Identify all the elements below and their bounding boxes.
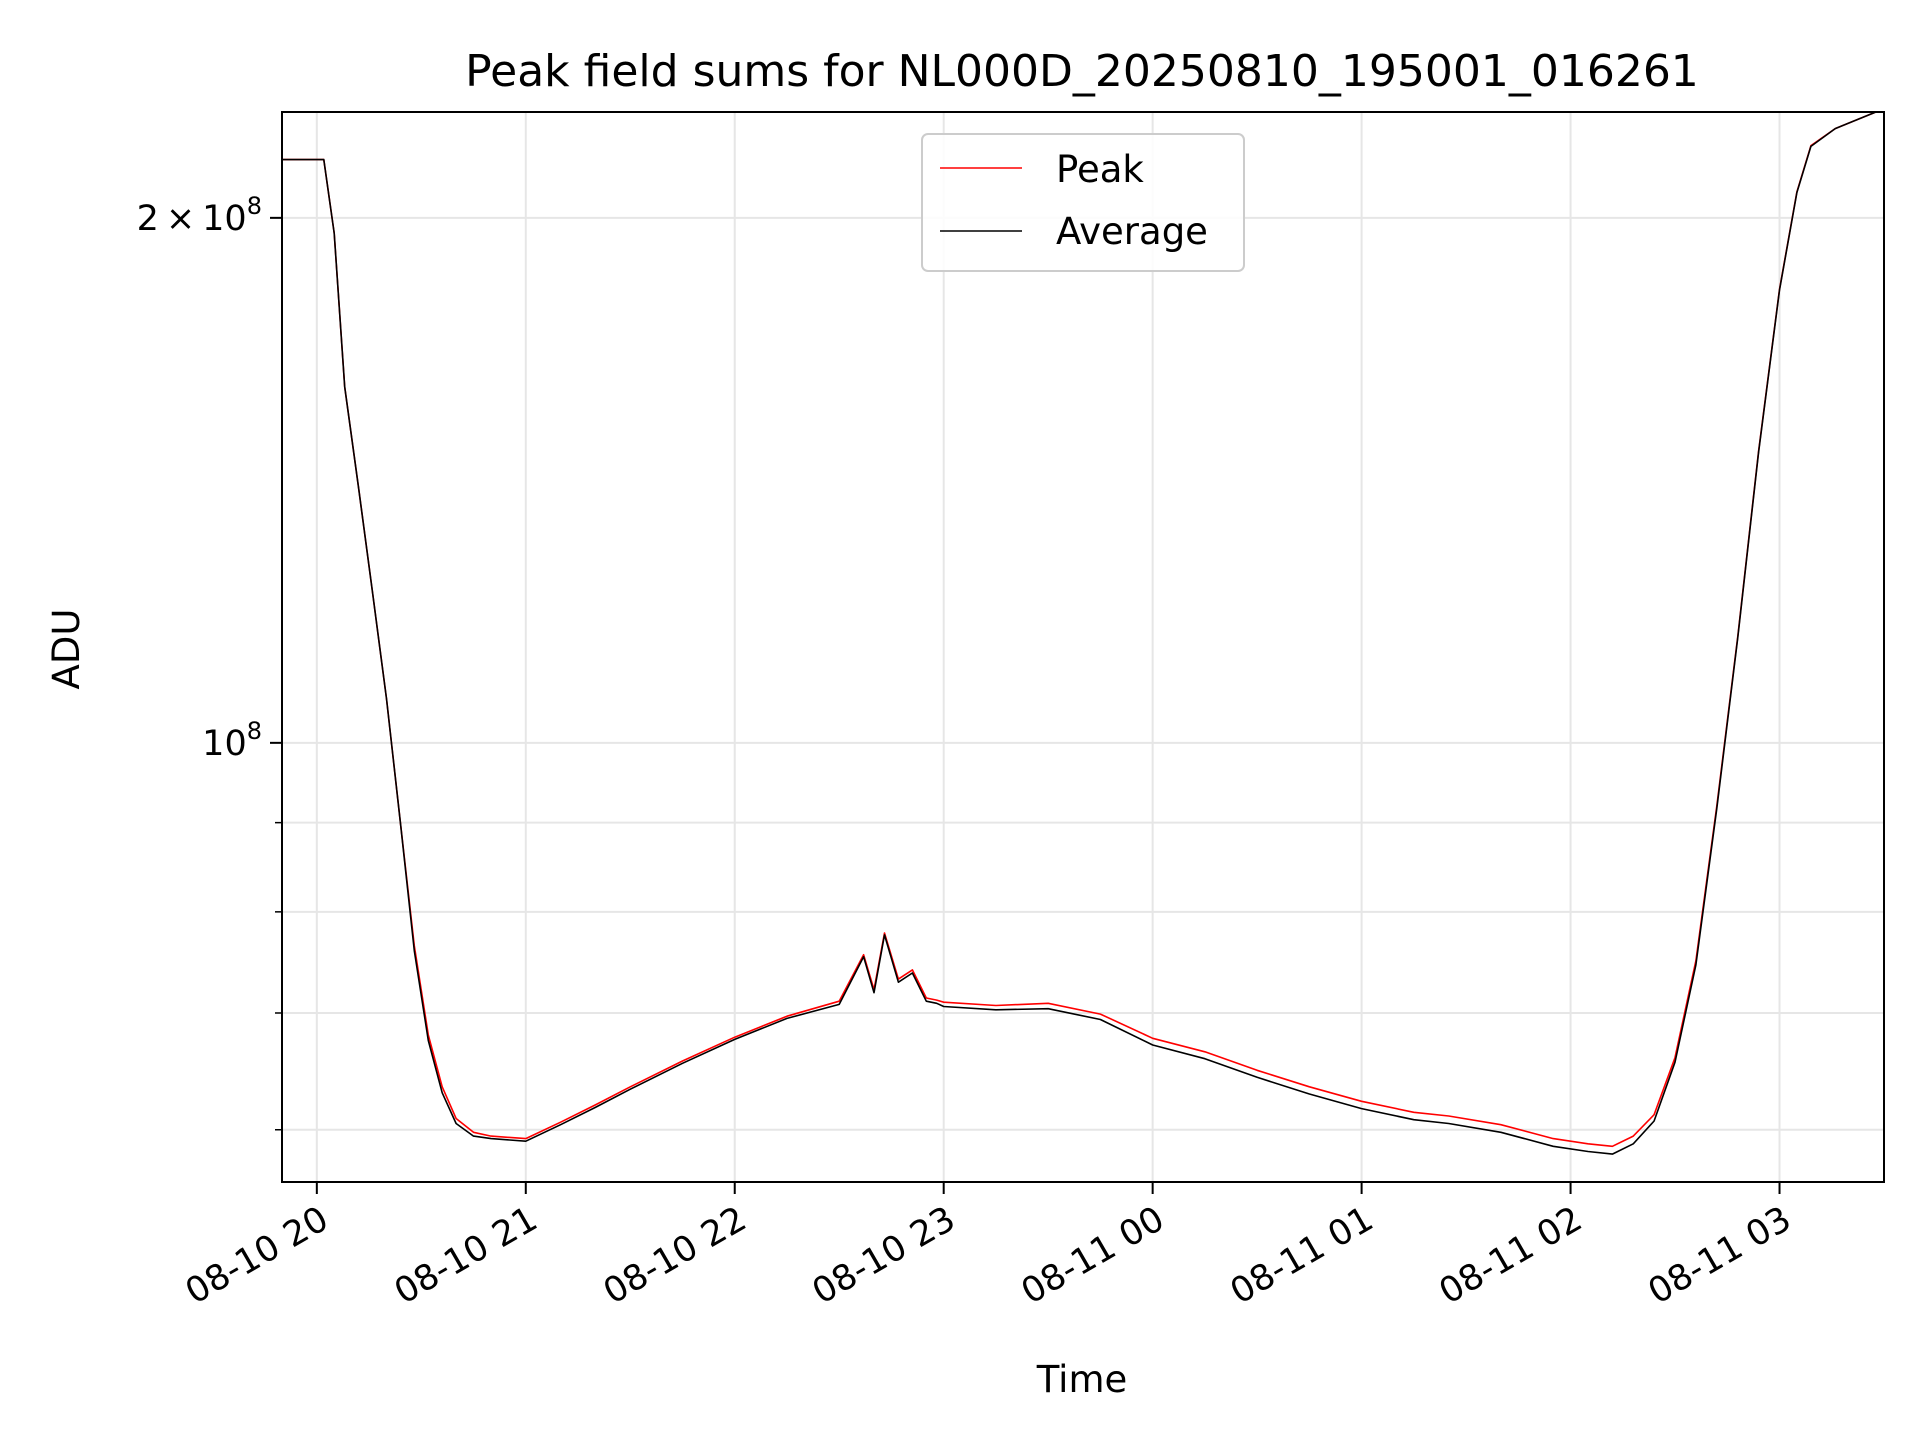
- series-layer: [282, 112, 1879, 1155]
- series-line-peak: [282, 112, 1879, 1148]
- y-tick-label: 2 × 108: [137, 192, 262, 239]
- y-tick-exponent: 8: [247, 192, 262, 220]
- chart-title: Peak field sums for NL000D_20250810_1950…: [465, 46, 1699, 97]
- x-axis-label: Time: [1036, 1358, 1128, 1401]
- legend: Peak Average: [921, 133, 1245, 272]
- legend-label-average: Average: [1056, 210, 1208, 253]
- legend-label-peak: Peak: [1056, 148, 1144, 191]
- series-line-average: [282, 112, 1879, 1155]
- y-tick-exponent: 8: [247, 717, 262, 745]
- y-axis-label: ADU: [45, 609, 88, 690]
- plot-frame: [281, 111, 1885, 1183]
